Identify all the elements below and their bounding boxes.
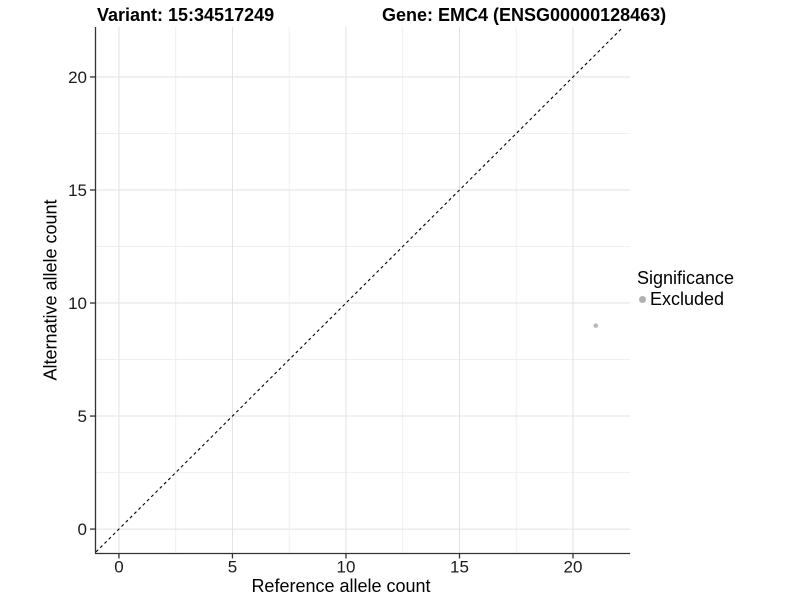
y-tick-label: 10 [68,294,87,313]
y-tick-label: 20 [68,68,87,87]
y-axis-title: Alternative allele count [40,199,61,381]
y-tick-label: 0 [78,520,87,539]
y-tick-label: 15 [68,181,87,200]
legend-title: Significance [637,268,735,288]
plot-title-gene: Gene: EMC4 (ENSG00000128463) [382,5,667,25]
x-tick-label: 5 [228,558,237,577]
x-tick-label: 15 [450,558,469,577]
data-point [593,323,599,328]
plot-title-variant: Variant: 15:34517249 [97,5,275,25]
x-tick-label: 20 [564,558,583,577]
legend: Significance Excluded [637,268,734,309]
legend-item-label: Excluded [650,289,725,309]
x-axis-title: Reference allele count [251,576,431,596]
legend-item-excluded: Excluded [637,289,734,309]
x-tick-label: 0 [114,558,123,577]
identity-line [95,26,624,553]
y-tick-label: 5 [78,407,87,426]
excluded-point-marker-icon [639,295,646,303]
x-tick-label: 10 [337,558,356,577]
